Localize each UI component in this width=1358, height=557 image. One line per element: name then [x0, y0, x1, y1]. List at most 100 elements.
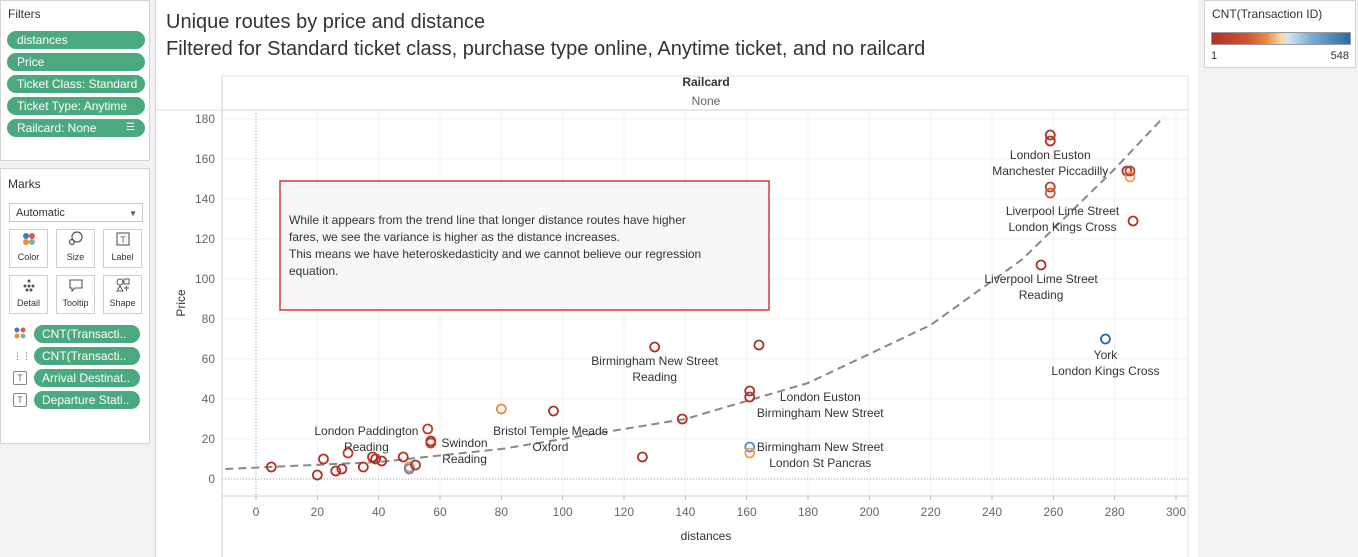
- data-point[interactable]: [376, 455, 388, 467]
- filter-pill-distances[interactable]: distances: [7, 31, 145, 49]
- x-tick-label: 140: [675, 505, 695, 519]
- data-point[interactable]: [1100, 333, 1111, 345]
- data-point[interactable]: [753, 339, 765, 351]
- filter-pill-railcard-label: Railcard: None: [17, 121, 97, 135]
- annotation-line-3: This means we have heteroskedasticity an…: [289, 247, 701, 261]
- data-point[interactable]: [397, 451, 409, 463]
- tooltip-button[interactable]: Tooltip: [56, 275, 95, 314]
- marks-field-pill[interactable]: Departure Stati..: [34, 391, 140, 409]
- data-point[interactable]: [495, 403, 507, 415]
- y-tick-label: 20: [202, 432, 216, 446]
- legend-title: CNT(Transaction ID): [1212, 7, 1323, 21]
- speech-bubble-icon: [57, 276, 94, 298]
- data-point[interactable]: [1124, 165, 1136, 177]
- scatter-chart[interactable]: 0 20 40 60 80 100 120 140 160 180 200 220 240 260 280 3…: [156, 0, 1198, 557]
- y-tick-label: 140: [195, 192, 215, 206]
- route-label: Reading: [344, 440, 389, 454]
- route-label: London Kings Cross: [1008, 220, 1116, 234]
- shape-button[interactable]: Shape: [103, 275, 142, 314]
- route-label: Reading: [442, 452, 487, 466]
- x-tick-label: 100: [553, 505, 573, 519]
- data-point[interactable]: [676, 413, 688, 425]
- sheet-subtitle: Filtered for Standard ticket class, purc…: [166, 38, 926, 60]
- route-label: Birmingham New Street: [591, 354, 718, 368]
- route-label: Liverpool Lime Street: [984, 272, 1098, 286]
- route-label: Reading: [1019, 288, 1064, 302]
- color-legend: CNT(Transaction ID) 1 548: [1204, 0, 1356, 68]
- gridlines: [222, 110, 1188, 496]
- filter-pill-ticket-class[interactable]: Ticket Class: Standard: [7, 75, 145, 93]
- data-point[interactable]: [744, 447, 756, 459]
- data-point[interactable]: [744, 441, 756, 453]
- annotation-border: [279, 180, 770, 311]
- data-point[interactable]: [1044, 135, 1056, 147]
- color-button[interactable]: Color: [9, 229, 48, 268]
- data-points: [265, 129, 1139, 481]
- shape-button-label: Shape: [109, 298, 136, 308]
- data-point[interactable]: [636, 451, 648, 463]
- marks-field-pill[interactable]: Arrival Destinat..: [34, 369, 140, 387]
- svg-text:T: T: [120, 235, 126, 245]
- y-tick-label: 0: [208, 472, 215, 486]
- data-point[interactable]: [357, 461, 369, 473]
- detail-dots-icon: ⋮⋮: [13, 351, 31, 361]
- color-dots-icon: [13, 327, 27, 341]
- data-point[interactable]: [1121, 165, 1133, 177]
- route-label: London Euston: [1010, 148, 1091, 162]
- data-point[interactable]: [1124, 171, 1136, 183]
- marks-field-pill[interactable]: CNT(Transacti..: [34, 347, 140, 365]
- data-point[interactable]: [425, 437, 437, 449]
- trend-line: [225, 116, 1165, 470]
- route-label: Bristol Temple Meads: [493, 424, 608, 438]
- column-header-value: None: [692, 94, 721, 108]
- sort-lines-icon: ☰: [126, 122, 135, 133]
- data-point[interactable]: [744, 391, 756, 403]
- y-tick-label: 40: [202, 392, 216, 406]
- route-label: Birmingham New Street: [757, 406, 884, 420]
- y-tick-label: 100: [195, 272, 215, 286]
- x-tick-label: 0: [253, 505, 260, 519]
- data-point[interactable]: [410, 459, 421, 471]
- y-tick-label: 60: [202, 352, 216, 366]
- data-point[interactable]: [1035, 259, 1047, 271]
- data-point[interactable]: [1127, 215, 1139, 227]
- filter-pill-railcard[interactable]: Railcard: None ☰: [7, 119, 145, 137]
- x-tick-label: 300: [1166, 505, 1186, 519]
- data-point[interactable]: [318, 453, 329, 465]
- mark-type-dropdown[interactable]: Automatic ▼: [9, 203, 143, 222]
- mark-type-value: Automatic: [16, 207, 65, 219]
- data-point[interactable]: [311, 469, 323, 481]
- data-point[interactable]: [1044, 129, 1056, 141]
- route-labels: London Paddington Reading Swindon Reading Br…: [314, 148, 1159, 470]
- annotation-box[interactable]: While it appears from the trend line tha…: [279, 180, 770, 311]
- data-point[interactable]: [649, 341, 661, 353]
- label-button[interactable]: T Label: [103, 229, 142, 268]
- data-point[interactable]: [330, 465, 342, 477]
- route-label: London Kings Cross: [1051, 364, 1159, 378]
- data-point[interactable]: [548, 405, 559, 417]
- label-button-label: Label: [111, 252, 134, 262]
- route-label: York: [1094, 348, 1119, 362]
- chevron-down-icon: ▼: [129, 209, 137, 218]
- size-button[interactable]: Size: [56, 229, 95, 268]
- route-label: London Euston: [780, 390, 861, 404]
- data-point[interactable]: [422, 423, 434, 435]
- x-tick-label: 80: [495, 505, 509, 519]
- detail-button[interactable]: Detail: [9, 275, 48, 314]
- data-point[interactable]: [1044, 181, 1056, 193]
- data-point[interactable]: [1044, 187, 1056, 199]
- size-icon: [57, 230, 94, 252]
- marks-field-pill[interactable]: CNT(Transacti..: [34, 325, 140, 343]
- filter-pill-price[interactable]: Price: [7, 53, 145, 71]
- data-point[interactable]: [265, 461, 277, 473]
- y-tick-label: 160: [195, 152, 215, 166]
- data-point[interactable]: [744, 385, 756, 397]
- data-point[interactable]: [336, 463, 348, 475]
- x-tick-label: 220: [921, 505, 941, 519]
- filters-shelf: Filters distances Price Ticket Class: St…: [0, 0, 150, 161]
- data-point[interactable]: [370, 453, 382, 465]
- x-tick-label: 280: [1105, 505, 1125, 519]
- filter-pill-ticket-type[interactable]: Ticket Type: Anytime: [7, 97, 145, 115]
- axes: 0 20 40 60 80 100 120 140 160 180 200 220 240 260 280 3…: [156, 75, 1189, 557]
- data-point[interactable]: [342, 447, 354, 459]
